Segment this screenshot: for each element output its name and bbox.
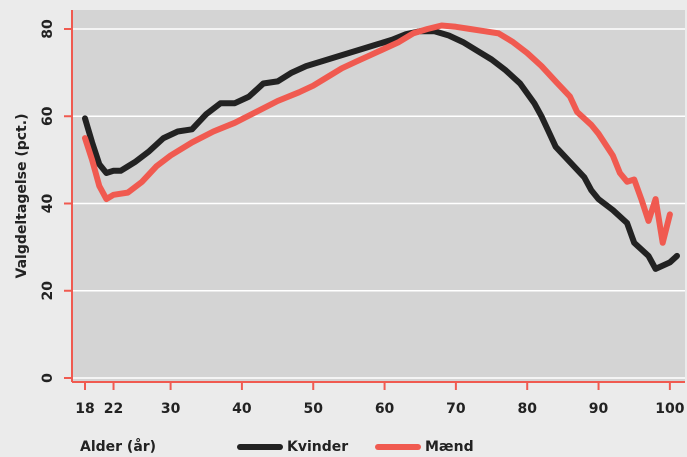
series-line-kvinder <box>82 28 680 272</box>
x-tick-label-18: 18 <box>75 401 94 417</box>
legend-label-kvinder: Kvinder <box>287 439 348 455</box>
x-tick-label-80: 80 <box>517 401 537 417</box>
series-line-maend <box>82 22 673 246</box>
y-tick-label-20: 20 <box>40 281 56 301</box>
axes <box>64 10 685 390</box>
x-tick-label-90: 90 <box>589 401 609 417</box>
tick-labels: 0 20 40 60 80 18 22 30 40 50 60 70 80 90 100 <box>40 19 685 417</box>
y-tick-label-0: 0 <box>40 373 56 383</box>
x-tick-label-50: 50 <box>303 401 323 417</box>
y-tick-label-60: 60 <box>40 106 56 126</box>
x-tick-label-30: 30 <box>161 401 181 417</box>
y-axis-label: Valgdeltagelse (pct.) <box>14 114 30 279</box>
y-tick-label-80: 80 <box>40 19 56 39</box>
series-lines <box>82 22 680 272</box>
y-tick-label-40: 40 <box>40 194 56 214</box>
x-tick-label-40: 40 <box>232 401 252 417</box>
legend: Kvinder Mænd <box>237 439 474 455</box>
x-tick-label-100: 100 <box>655 401 684 417</box>
legend-label-maend: Mænd <box>425 439 474 455</box>
x-tick-label-70: 70 <box>446 401 466 417</box>
plot-area <box>72 10 685 382</box>
x-axis-label: Alder (år) <box>80 438 156 455</box>
x-tick-label-22: 22 <box>104 401 123 417</box>
x-tick-label-60: 60 <box>375 401 395 417</box>
